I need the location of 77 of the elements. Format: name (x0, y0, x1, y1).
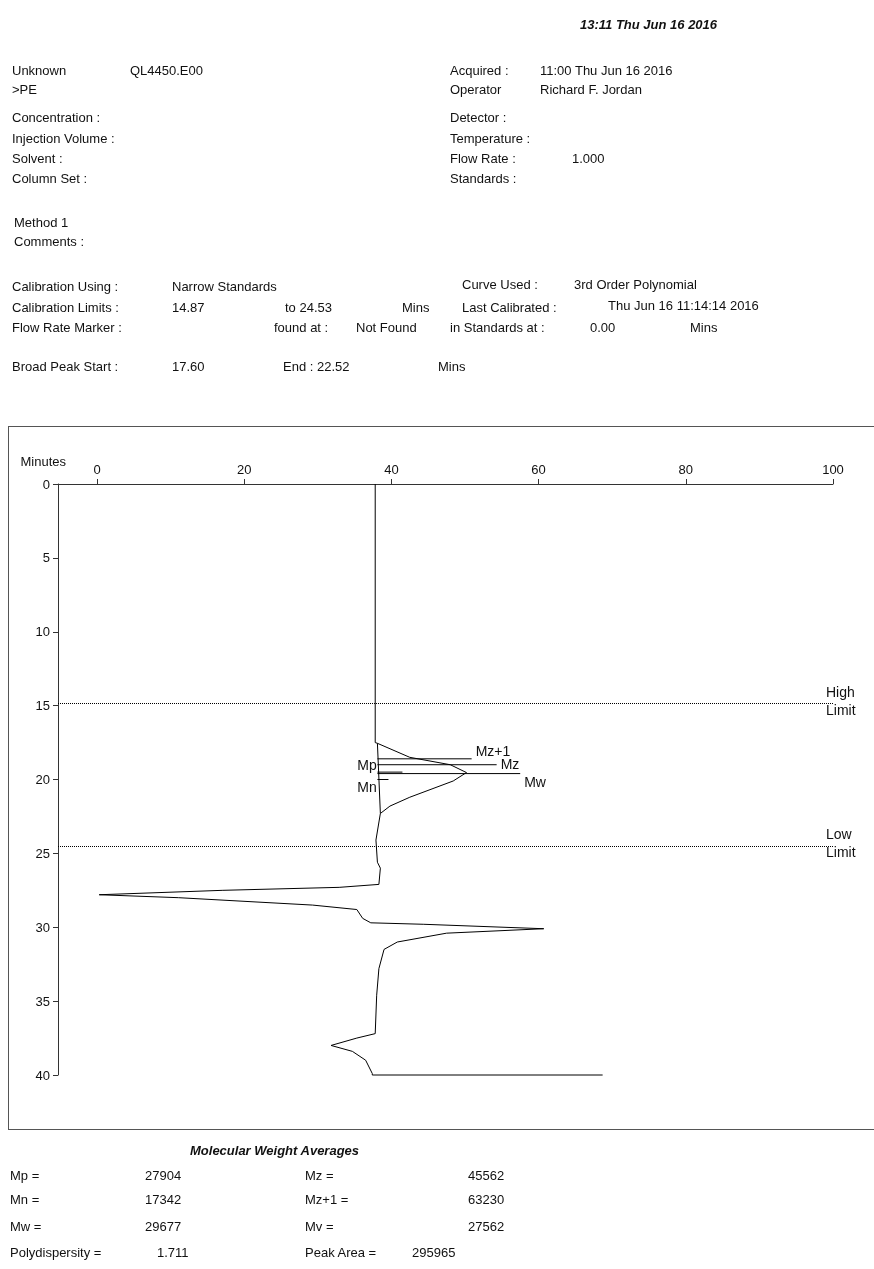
y-tick-label: 15 (35, 698, 50, 714)
text: Concentration : (12, 110, 101, 125)
text: Mins (402, 300, 430, 315)
text: >PE (12, 82, 37, 97)
text: Narrow Standards (172, 279, 277, 294)
series-label: Mw (524, 774, 547, 791)
text: 14.87 (172, 300, 205, 315)
text: Broad Peak Start : (12, 359, 119, 374)
x-tick-label: 100 (822, 462, 844, 477)
text: Molecular Weight Averages (190, 1143, 360, 1158)
text: Mz = (305, 1168, 334, 1183)
text: Injection Volume : (12, 131, 115, 146)
text: 1.000 (572, 151, 605, 166)
text: to 24.53 (285, 300, 332, 315)
text: Calibration Using : (12, 279, 119, 294)
text: Method 1 (14, 215, 69, 230)
text: found at : (274, 320, 329, 335)
text: Mn = (10, 1192, 40, 1207)
ref-line-label: Low Limit (826, 826, 856, 861)
x-tick-label: 80 (678, 462, 694, 477)
text: Mw = (10, 1219, 42, 1234)
text: Richard F. Jordan (540, 82, 642, 97)
text: Unknown (12, 63, 67, 78)
text: Curve Used : (462, 277, 538, 292)
y-tick-label: 5 (42, 550, 50, 566)
y-tick-label: 0 (42, 476, 50, 492)
text: Mp = (10, 1168, 40, 1183)
text: Polydispersity = (10, 1245, 102, 1260)
x-tick-label: 0 (93, 462, 101, 477)
text: Peak Area = (305, 1245, 377, 1260)
y-tick-label: 40 (35, 1067, 50, 1083)
text: Last Calibrated : (462, 300, 557, 315)
text: 17.60 (172, 359, 205, 374)
y-tick-label: 30 (35, 919, 50, 935)
text: Mins (690, 320, 718, 335)
text: Flow Rate Marker : (12, 320, 122, 335)
y-tick-label: 35 (35, 993, 50, 1009)
series-label: Mp (357, 757, 377, 774)
text: 27904 (145, 1168, 182, 1183)
text: Comments : (14, 234, 85, 249)
text: 17342 (145, 1192, 182, 1207)
text: 295965 (412, 1245, 456, 1260)
x-tick-label: 40 (384, 462, 399, 477)
text: 27562 (468, 1219, 505, 1234)
text: Acquired : (450, 63, 509, 78)
text: Mv = (305, 1219, 334, 1234)
text: in Standards at : (450, 320, 545, 335)
text: 29677 (145, 1219, 182, 1234)
text: Not Found (356, 320, 417, 335)
text: QL4450.E00 (130, 63, 204, 78)
text: End : 22.52 (283, 359, 350, 374)
text: Thu Jun 16 11:14:14 2016 (608, 298, 759, 313)
text: Flow Rate : (450, 151, 516, 166)
y-axis-title: Minutes (20, 454, 67, 469)
y-tick-label: 20 (35, 772, 50, 787)
text: Mins (438, 359, 466, 374)
text: Standards : (450, 171, 517, 186)
text: 13:11 Thu Jun 16 2016 (580, 17, 718, 32)
text: Operator (450, 82, 502, 97)
series-label: Mn (357, 778, 377, 795)
x-tick-label: 60 (531, 462, 546, 477)
y-tick-label: 25 (35, 845, 50, 861)
y-tick-label: 10 (35, 624, 50, 640)
text: Calibration Limits : (12, 300, 119, 315)
text: 1.711 (157, 1245, 189, 1260)
text: 0.00 (590, 320, 616, 335)
text: 63230 (468, 1192, 505, 1207)
x-tick-label: 20 (236, 462, 252, 477)
text: Column Set : (12, 171, 88, 186)
text: Temperature : (450, 131, 531, 146)
text: 45562 (468, 1168, 505, 1183)
text: Solvent : (12, 151, 63, 166)
text: Detector : (450, 110, 507, 125)
text: 3rd Order Polynomial (574, 277, 697, 292)
ref-line-label: High Limit (826, 683, 859, 718)
text: 11:00 Thu Jun 16 2016 (540, 63, 673, 78)
text: Mz+1 = (305, 1192, 349, 1207)
